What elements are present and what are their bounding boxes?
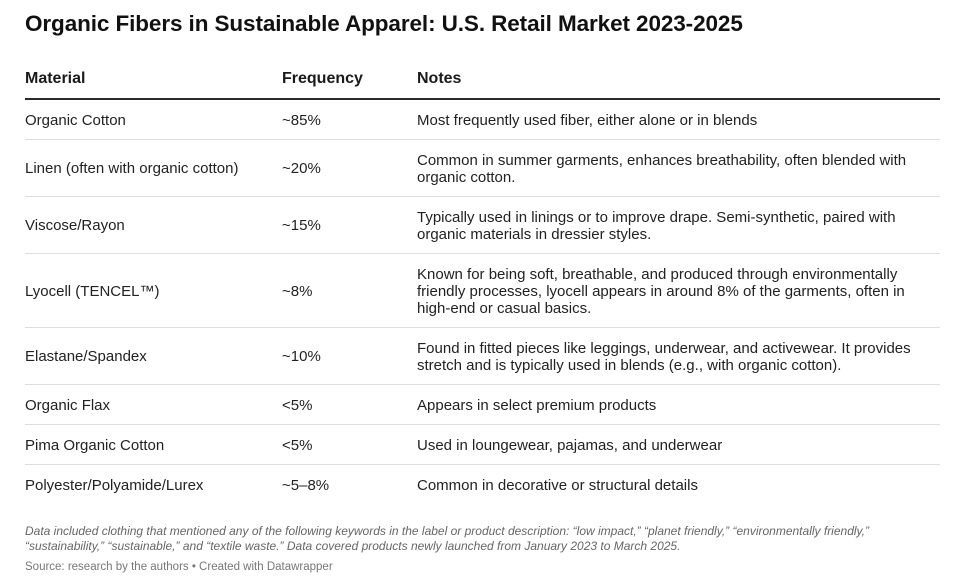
table-row: Pima Organic Cotton <5% Used in loungewear… <box>25 424 940 465</box>
table-header: Material Frequency Notes <box>25 60 940 100</box>
cell-material: Elastane/Spandex <box>25 348 147 365</box>
header-frequency: Frequency <box>282 70 363 87</box>
table-row: Linen (often with organic cotton) ~20% Com… <box>25 139 940 197</box>
header-notes: Notes <box>417 70 462 87</box>
cell-material: Linen (often with organic cotton) <box>25 160 239 177</box>
table-row: Polyester/Polyamide/Lurex ~5–8% Common in … <box>25 464 940 504</box>
cell-frequency: ~10% <box>282 348 321 365</box>
chart-notes: Data included clothing that mentioned an… <box>25 524 869 553</box>
cell-frequency: ~5–8% <box>282 477 330 494</box>
cell-notes: Common in summer garments, enhances brea… <box>417 152 907 186</box>
cell-notes: Used in loungewear, pajamas, and underwe… <box>417 437 723 454</box>
cell-material: Organic Cotton <box>25 112 126 129</box>
table-row: Lyocell (TENCEL™) ~8% Known for being soft… <box>25 253 940 328</box>
cell-frequency: ~8% <box>282 283 313 300</box>
cell-frequency: ~20% <box>282 160 321 177</box>
cell-frequency: <5% <box>282 397 313 414</box>
cell-notes: Most frequently used fiber, either alone… <box>417 112 758 129</box>
cell-material: Viscose/Rayon <box>25 217 125 234</box>
cell-frequency: <5% <box>282 437 313 454</box>
cell-material: Pima Organic Cotton <box>25 437 165 454</box>
table-row: Elastane/Spandex ~10% Found in fitted piec… <box>25 327 940 385</box>
chart-title: Organic Fibers in Sustainable Apparel: U… <box>25 11 743 36</box>
cell-material: Polyester/Polyamide/Lurex <box>25 477 204 494</box>
table-row: Viscose/Rayon ~15% Typically used in linin… <box>25 196 940 254</box>
cell-notes: Found in fitted pieces like leggings, un… <box>417 340 911 374</box>
cell-notes: Appears in select premium products <box>417 397 657 414</box>
chart-source: Source: research by the authors • Create… <box>25 561 333 573</box>
cell-material: Organic Flax <box>25 397 111 414</box>
header-material: Material <box>25 70 86 87</box>
cell-frequency: ~85% <box>282 112 321 129</box>
cell-notes: Common in decorative or structural detai… <box>417 477 698 494</box>
cell-frequency: ~15% <box>282 217 321 234</box>
cell-material: Lyocell (TENCEL™) <box>25 283 160 300</box>
table-row: Organic Cotton ~85% Most frequently used f… <box>25 99 940 140</box>
cell-notes: Known for being soft, breathable, and pr… <box>417 266 905 317</box>
table-row: Organic Flax <5% Appears in select premium… <box>25 384 940 425</box>
cell-notes: Typically used in linings or to improve … <box>417 209 896 243</box>
